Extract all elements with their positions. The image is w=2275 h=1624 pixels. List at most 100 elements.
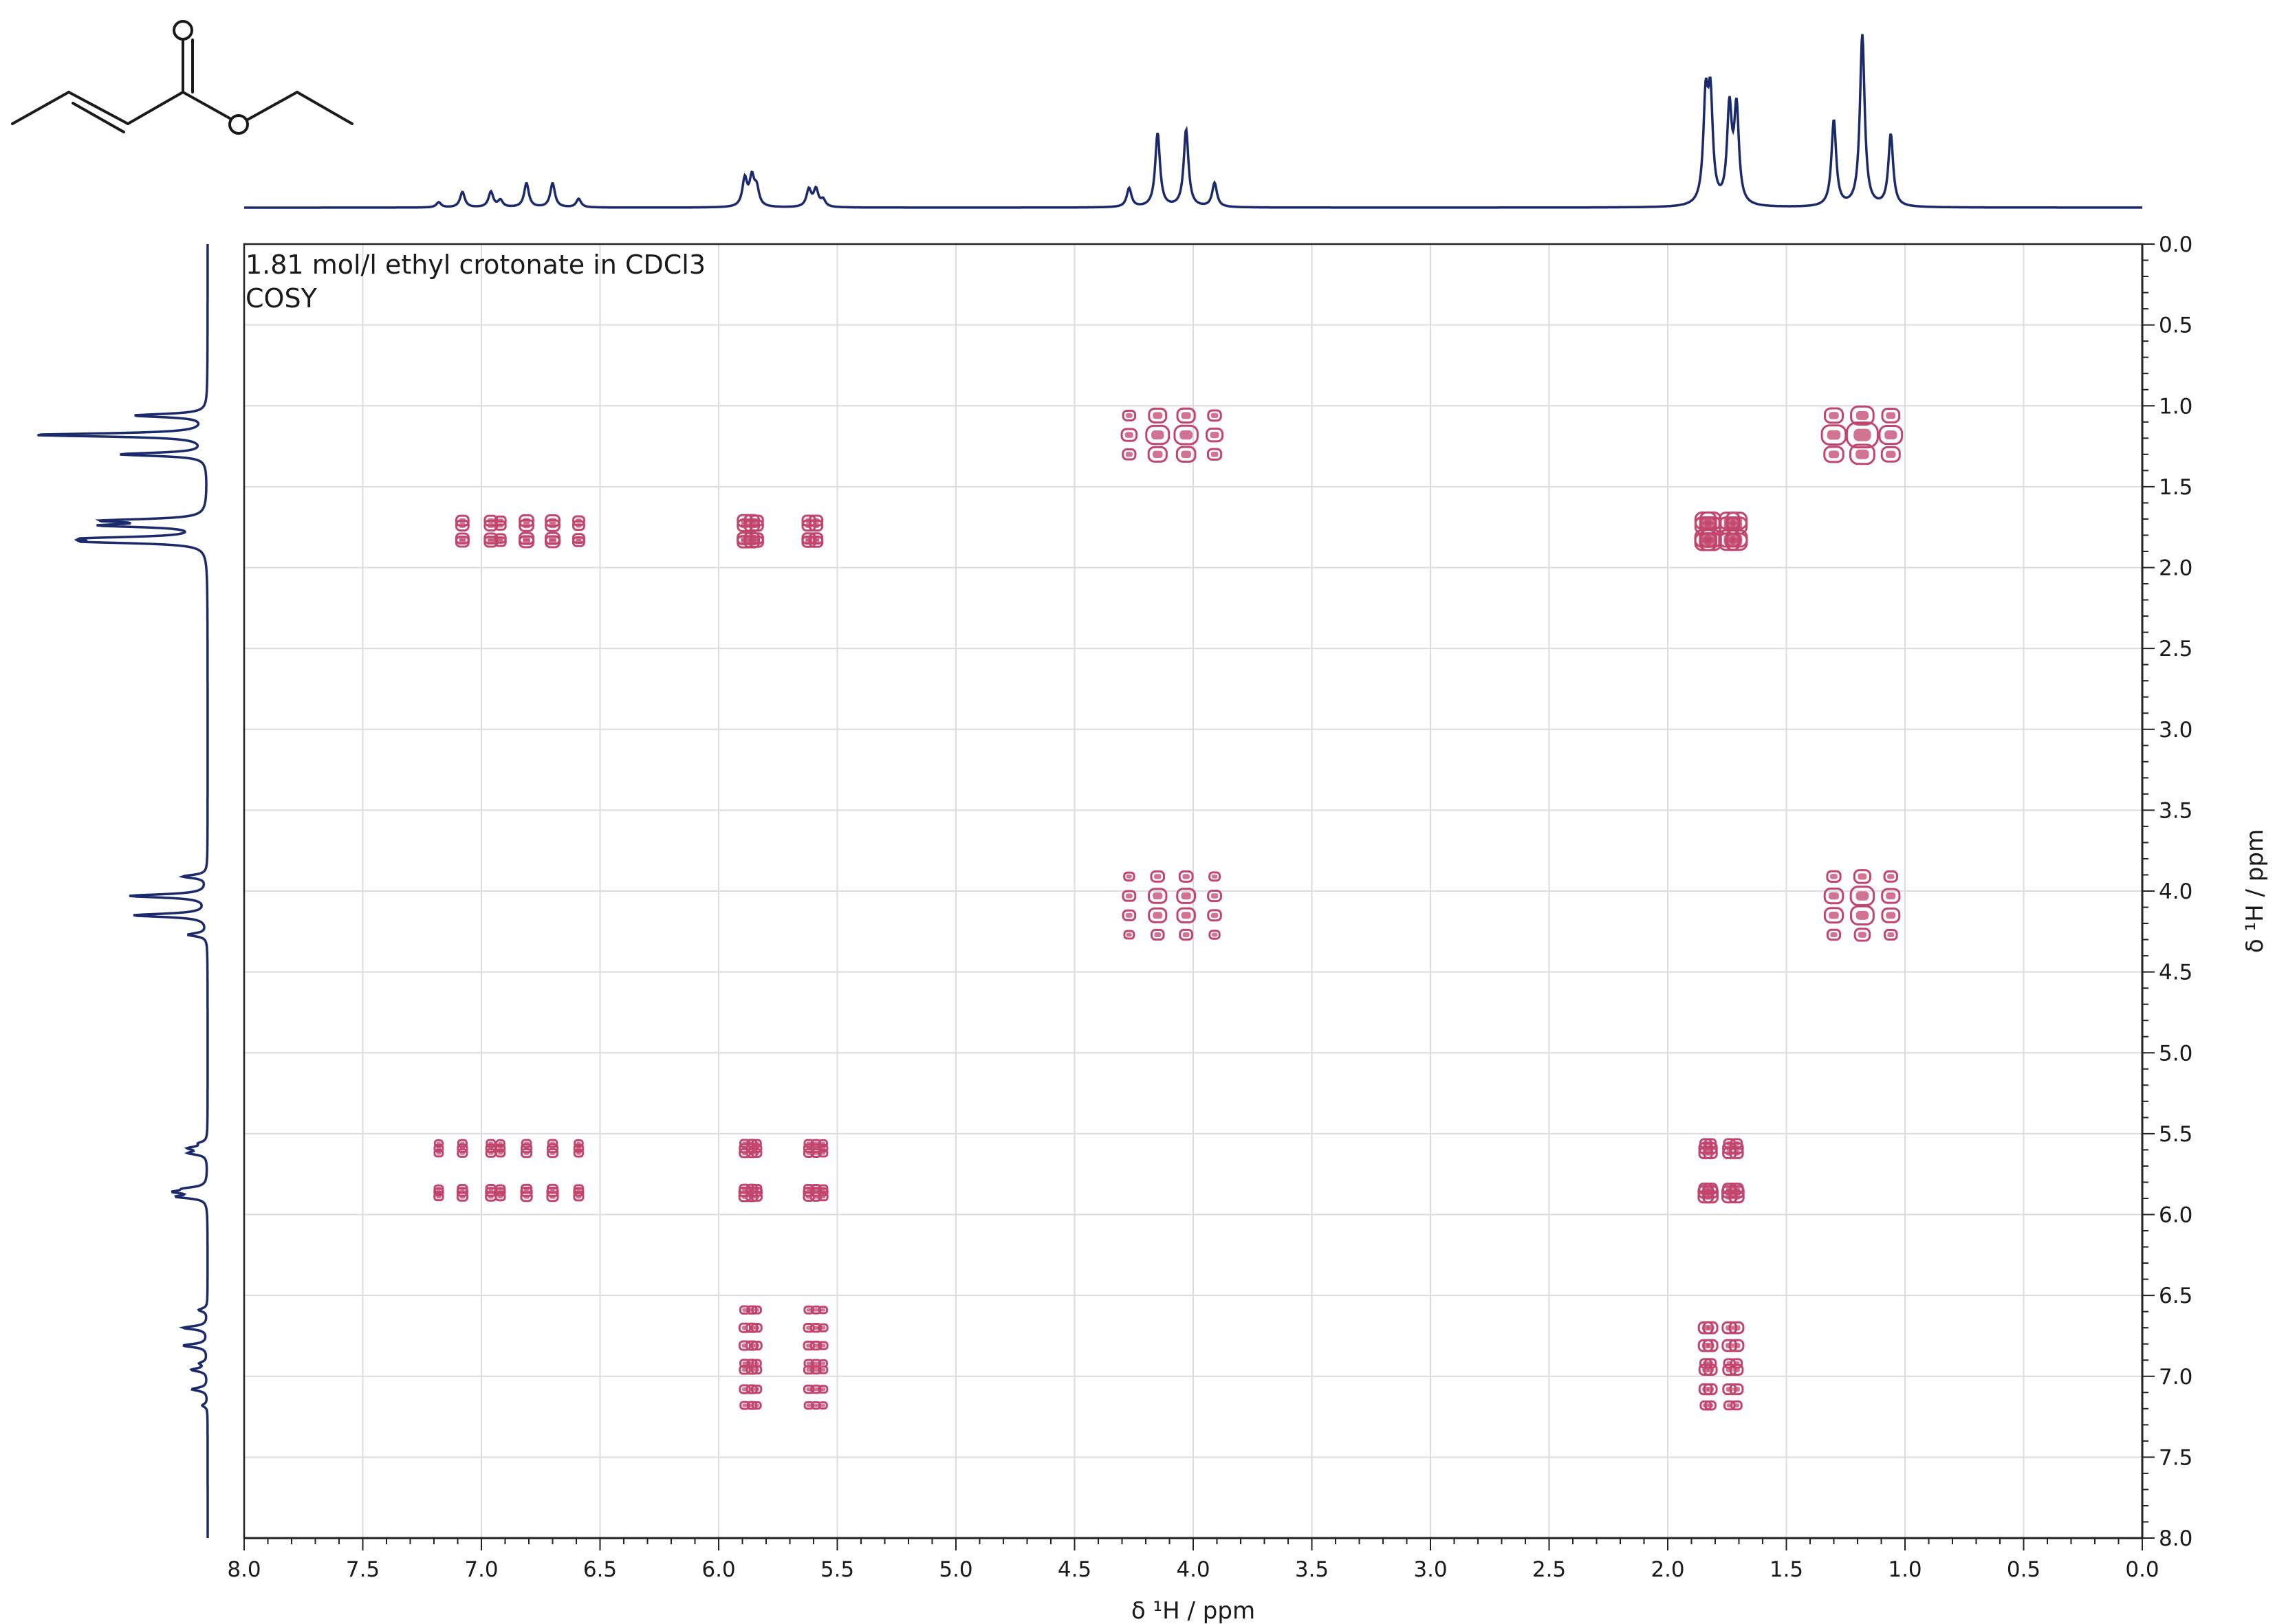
- contour-inner: [1733, 1367, 1741, 1372]
- contour-inner: [1858, 932, 1866, 938]
- contour-inner: [754, 1187, 759, 1191]
- contour-inner: [1182, 874, 1190, 879]
- contour-outer: [750, 1183, 763, 1194]
- contour-outer: [1148, 888, 1168, 904]
- contour-inner: [1730, 534, 1743, 543]
- contour-outer: [547, 1139, 558, 1148]
- contour-outer: [1881, 888, 1901, 904]
- contour-inner: [754, 1343, 760, 1348]
- contour-outer: [1702, 1321, 1719, 1335]
- contour-outer: [1725, 512, 1748, 530]
- contour-inner: [1730, 516, 1743, 525]
- contour-outer: [545, 531, 560, 545]
- contour-outer: [818, 1359, 828, 1368]
- contour-inner: [1708, 1403, 1714, 1408]
- contour-outer: [1150, 928, 1165, 941]
- contour-outer: [433, 1143, 444, 1153]
- contour-outer: [1173, 424, 1199, 446]
- contour-outer: [1826, 928, 1842, 941]
- contour-outer: [1702, 1339, 1719, 1352]
- contour-outer: [803, 1139, 814, 1148]
- contour-outer: [1849, 886, 1875, 906]
- contour-inner: [742, 1308, 748, 1312]
- contour-inner: [1181, 450, 1192, 459]
- x-tick-label-11: 2.5: [1532, 1557, 1566, 1582]
- contour-outer: [494, 533, 507, 544]
- contour-outer: [739, 1401, 750, 1410]
- contour-outer: [750, 1340, 763, 1351]
- contour-inner: [459, 536, 466, 541]
- x-tick-label-15: 0.5: [2007, 1557, 2040, 1582]
- x-tick-label-16: 0.0: [2125, 1557, 2159, 1582]
- contour-outer: [1176, 888, 1197, 904]
- contour-inner: [1732, 1186, 1741, 1192]
- contour-outer: [457, 1184, 468, 1194]
- y-axis-title: δ ¹H / ppm: [2241, 829, 2269, 953]
- contour-outer: [1849, 443, 1875, 465]
- contour-outer: [818, 1306, 829, 1315]
- contour-inner: [523, 1187, 530, 1191]
- contour-inner: [575, 536, 582, 541]
- contour-inner: [742, 1141, 748, 1145]
- cross-peak-6: [433, 1139, 585, 1203]
- contour-outer: [1206, 427, 1224, 443]
- contour-inner: [820, 1403, 825, 1407]
- contour-outer: [1699, 529, 1722, 548]
- contour-outer: [1850, 405, 1875, 426]
- contour-inner: [1886, 412, 1896, 419]
- contour-inner: [1707, 1141, 1714, 1146]
- contour-inner: [1154, 874, 1162, 879]
- contour-outer: [486, 1139, 497, 1148]
- contour-outer: [1120, 428, 1138, 442]
- y-tick-label-3: 1.5: [2159, 475, 2192, 500]
- contour-inner: [820, 1343, 826, 1348]
- contour-inner: [436, 1187, 442, 1191]
- contour-outer: [1853, 928, 1871, 942]
- contour-inner: [1154, 932, 1162, 938]
- contour-inner: [1827, 430, 1841, 440]
- x-axis-title: δ ¹H / ppm: [1131, 1597, 1255, 1624]
- contour-outer: [1178, 870, 1194, 883]
- contour-inner: [1855, 410, 1869, 420]
- y-tick-label-11: 5.5: [2159, 1122, 2192, 1147]
- contour-outer: [817, 1323, 829, 1332]
- contour-outer: [1880, 446, 1901, 463]
- contour-inner: [1211, 874, 1218, 879]
- y-tick-label-4: 2.0: [2159, 556, 2192, 581]
- y-tick-label-12: 6.0: [2159, 1203, 2192, 1228]
- contour-inner: [459, 518, 466, 523]
- contour-outer: [572, 515, 585, 527]
- contour-inner: [820, 1326, 826, 1330]
- contour-outer: [808, 532, 824, 545]
- left-1d-projection: [37, 244, 209, 1538]
- contour-outer: [572, 533, 585, 545]
- contour-inner: [1126, 932, 1132, 937]
- x-tick-label-3: 6.5: [583, 1557, 617, 1582]
- y-tick-label-10: 5.0: [2159, 1041, 2192, 1066]
- contour-inner: [1829, 912, 1839, 919]
- x-tick-label-13: 1.5: [1770, 1557, 1803, 1582]
- molecule-structure-ethyl-crotonate: [11, 20, 353, 135]
- contour-inner: [754, 1368, 759, 1372]
- contour-inner: [1855, 910, 1869, 920]
- contour-inner: [1153, 912, 1163, 919]
- contour-inner: [487, 536, 494, 541]
- contour-inner: [1830, 932, 1838, 938]
- contour-inner: [1179, 430, 1193, 440]
- contour-outer: [495, 1139, 505, 1148]
- contour-inner: [1704, 516, 1717, 525]
- contour-inner: [813, 1343, 819, 1348]
- contour-inner: [1733, 1141, 1740, 1146]
- y-tick-label-14: 7.0: [2159, 1365, 2192, 1390]
- contour-inner: [754, 1326, 760, 1330]
- contour-inner: [1181, 892, 1191, 900]
- contour-outer: [494, 515, 507, 526]
- contour-inner: [487, 518, 494, 523]
- contour-outer: [1207, 890, 1222, 903]
- contour-outer: [739, 1305, 751, 1315]
- contour-outer: [455, 514, 470, 527]
- contour-inner: [754, 1361, 759, 1365]
- y-tick-label-6: 3.0: [2159, 718, 2192, 743]
- contour-inner: [576, 1141, 581, 1145]
- contour-inner: [497, 536, 503, 541]
